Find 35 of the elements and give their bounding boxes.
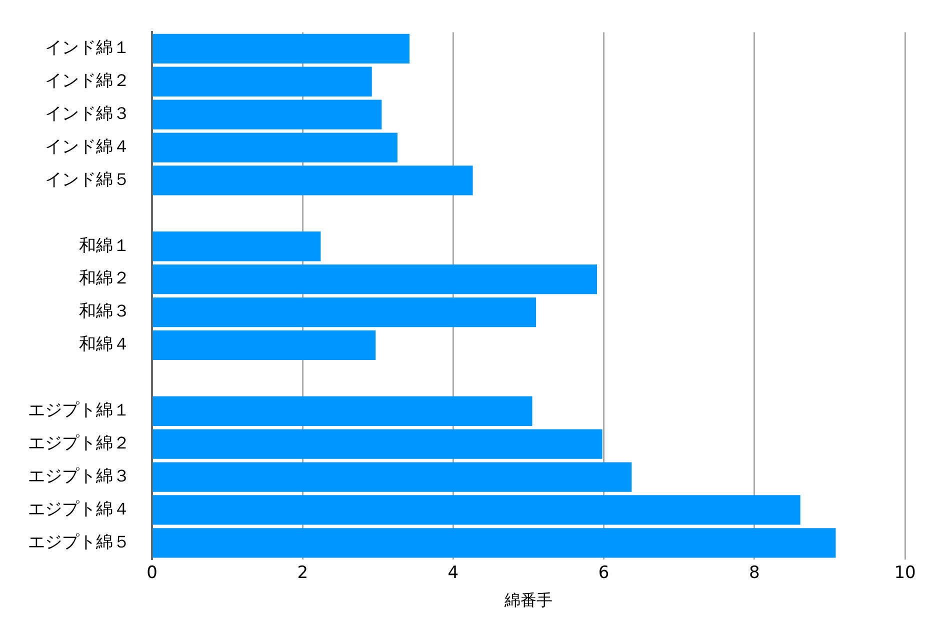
x-tick-label: 10: [894, 563, 916, 584]
y-tick-label: インド綿５: [45, 170, 130, 190]
bar: [152, 166, 473, 196]
y-tick-label: 和綿２: [79, 268, 130, 289]
y-tick-label: エジプト綿２: [28, 433, 130, 454]
bar: [152, 330, 376, 360]
y-tick-label: エジプト綿４: [28, 499, 130, 520]
x-tick-label: 6: [598, 563, 610, 584]
y-tick-label: 和綿１: [79, 236, 130, 256]
bar: [152, 297, 536, 328]
bar: [152, 495, 800, 525]
x-axis-title: 綿番手: [504, 590, 552, 610]
y-tick-label: インド綿３: [45, 104, 130, 124]
bar: [152, 66, 372, 96]
x-tick-label: 0: [146, 563, 158, 584]
bar: [152, 34, 410, 64]
y-tick-label: 和綿４: [79, 334, 130, 355]
y-tick-label: エジプト綿５: [28, 532, 130, 552]
bar: [152, 100, 382, 130]
bar: [152, 232, 321, 262]
bar: [152, 396, 532, 426]
bar: [152, 528, 836, 558]
y-tick-label: 和綿３: [79, 302, 130, 322]
x-tick-label: 8: [748, 563, 760, 584]
bar: [152, 429, 602, 459]
y-tick-label: インド綿２: [45, 71, 130, 92]
bar: [152, 264, 598, 294]
y-tick-label: インド綿１: [45, 38, 130, 58]
y-tick-label: エジプト綿１: [28, 400, 130, 421]
x-tick-label: 4: [448, 563, 459, 584]
bar: [152, 132, 398, 162]
x-tick-label: 2: [297, 563, 308, 584]
bar: [152, 462, 632, 492]
y-tick-label: エジプト綿３: [28, 466, 130, 486]
y-tick-label: インド綿４: [45, 136, 130, 157]
